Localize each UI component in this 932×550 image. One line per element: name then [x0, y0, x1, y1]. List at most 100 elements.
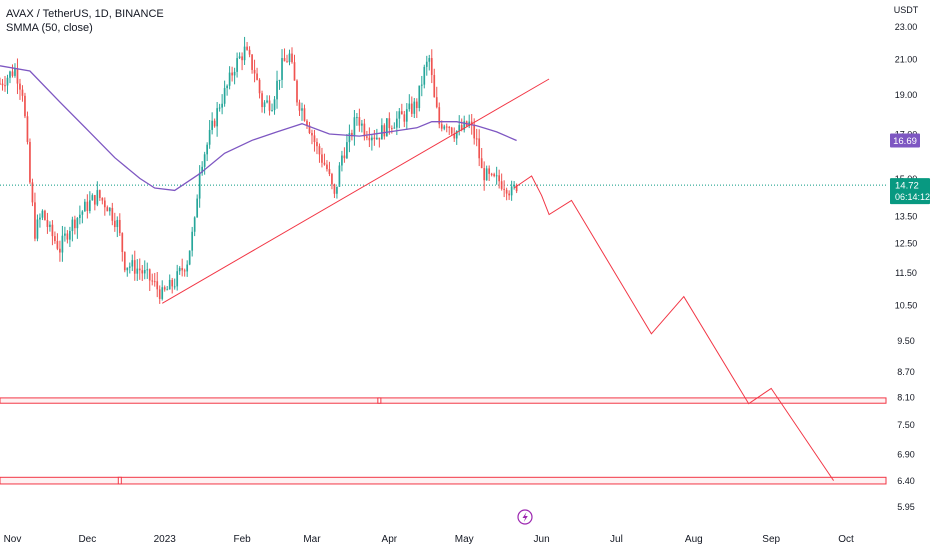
candle-body [118, 219, 121, 234]
candle [348, 124, 351, 153]
candle [26, 111, 29, 145]
candle [281, 49, 283, 88]
candle-body [408, 103, 411, 110]
candle [151, 273, 154, 286]
candle-body [286, 61, 288, 63]
candle-body [278, 79, 281, 81]
candle [74, 215, 76, 235]
candle-body [171, 279, 174, 287]
candle [128, 262, 131, 274]
candle-body [388, 118, 391, 129]
candle-body [201, 166, 204, 173]
candle [126, 267, 129, 277]
candle-body [208, 129, 211, 145]
candle [381, 118, 383, 140]
candle [326, 160, 328, 172]
candle-body [153, 281, 156, 283]
smma-series [0, 65, 517, 192]
candle [163, 285, 166, 292]
candle-body [46, 220, 49, 227]
drawings [161, 78, 835, 481]
candle-body [243, 46, 246, 61]
candle-body [66, 233, 69, 240]
candle-body [218, 107, 221, 109]
candle [278, 79, 281, 90]
candle-body [493, 174, 496, 177]
candle [361, 119, 363, 133]
candle-body [371, 137, 373, 141]
candle-body [163, 287, 166, 290]
candle-body [410, 103, 413, 114]
candle [118, 213, 121, 236]
candle-body [405, 109, 408, 122]
candle-body [323, 162, 326, 165]
candle-body [395, 118, 398, 128]
candle [93, 194, 96, 211]
candle [69, 226, 71, 247]
candle-body [296, 80, 298, 103]
candle-body [440, 124, 443, 129]
candle [341, 150, 343, 172]
candle [283, 48, 286, 62]
candle [98, 189, 101, 201]
candle [0, 77, 1, 85]
x-tick-label: Oct [838, 534, 854, 545]
y-tick-label: 19.00 [895, 90, 918, 100]
candle [66, 230, 69, 244]
candle-body [428, 58, 431, 62]
candle-body [9, 71, 11, 78]
candle-body [221, 103, 223, 108]
candle [333, 183, 336, 199]
candle-body [126, 267, 129, 271]
candle [181, 258, 184, 277]
candle-body [351, 132, 353, 137]
candle [353, 110, 356, 146]
candlestick-series [0, 36, 518, 304]
candle-body [423, 66, 426, 85]
candle [246, 41, 248, 51]
zone-handle-0 [377, 397, 382, 404]
candle-body [231, 72, 233, 76]
candle-body [96, 190, 99, 205]
candle [435, 86, 438, 109]
candle-body [433, 75, 436, 98]
candle [86, 194, 89, 219]
candle [141, 265, 144, 281]
candle-body [211, 120, 213, 130]
candle [201, 161, 204, 176]
candle [408, 94, 411, 112]
candle [46, 212, 49, 234]
candle-body [403, 114, 406, 122]
candle-body [223, 88, 226, 104]
candle [158, 285, 161, 304]
candle [306, 119, 308, 129]
candle [346, 134, 348, 160]
candle-body [6, 77, 9, 86]
candle [513, 181, 515, 190]
candle-body [318, 146, 321, 155]
candle-body [4, 85, 6, 87]
candle [453, 127, 456, 142]
y-tick-label: 10.50 [895, 300, 918, 310]
candle-body [106, 207, 109, 212]
bottom-markers [517, 509, 533, 525]
candle [358, 108, 361, 132]
candle [420, 75, 423, 97]
candle [298, 99, 301, 116]
candle-body [363, 123, 366, 137]
candle-body [198, 172, 201, 199]
candle [39, 213, 41, 228]
candle [71, 216, 74, 242]
candle-body [420, 84, 423, 86]
candle [61, 225, 64, 262]
candle-body [383, 125, 386, 137]
candle [248, 46, 251, 58]
candle [193, 216, 196, 237]
candle [56, 233, 59, 251]
candle-body [178, 268, 181, 272]
candle [303, 104, 306, 122]
candle-body [14, 68, 16, 76]
candle-body [19, 83, 21, 90]
y-tick-label: 8.10 [897, 393, 915, 403]
